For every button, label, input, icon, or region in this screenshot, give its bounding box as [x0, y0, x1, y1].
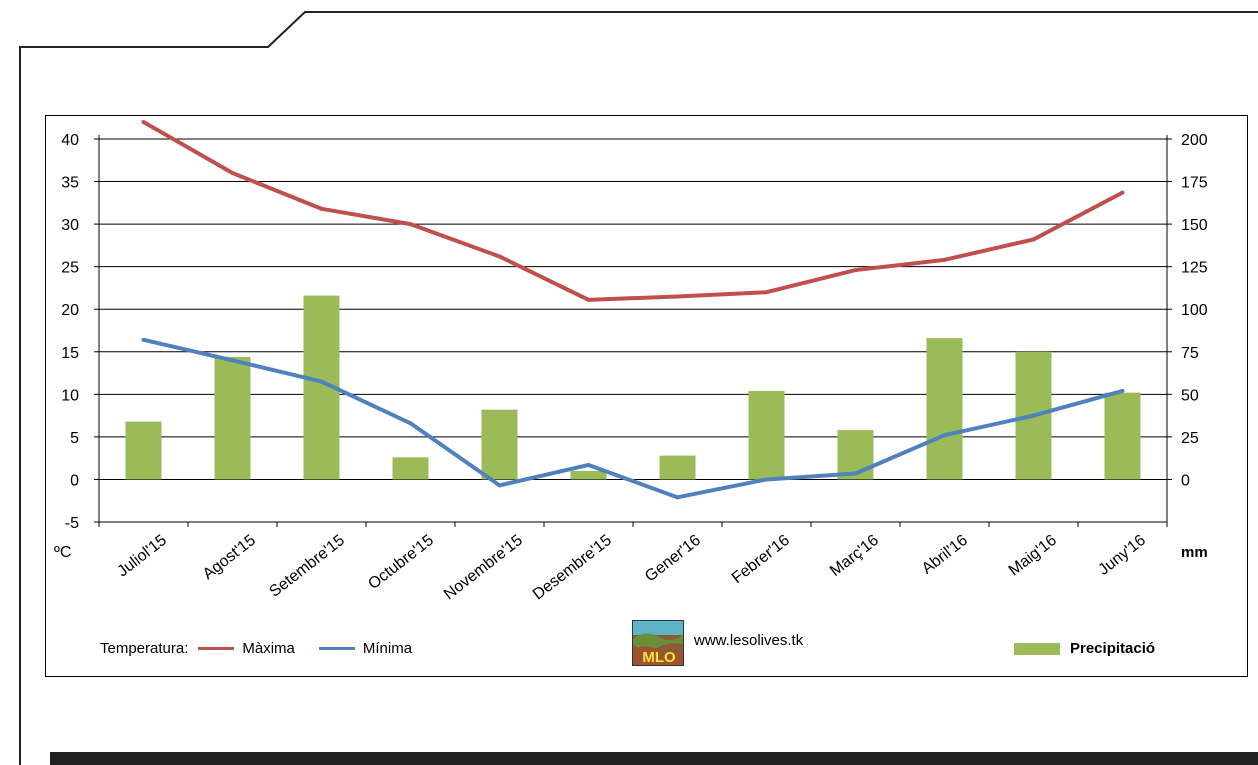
- min-temp-point: [497, 483, 502, 488]
- y-right-tick-label: 100: [1181, 302, 1208, 319]
- legend-min-label: Mínima: [362, 640, 413, 657]
- max-temp-point: [586, 297, 591, 302]
- precip-bar: [748, 390, 785, 480]
- y-right-tick-label: 50: [1181, 387, 1199, 404]
- legend-max-swatch: [198, 647, 235, 650]
- y-right-tick-label: 0: [1181, 472, 1190, 489]
- y-right-tick-label: 75: [1181, 345, 1199, 362]
- max-temp-point: [1120, 190, 1125, 195]
- min-temp-line: [143, 337, 1124, 500]
- x-tick-label: Maig'16: [1006, 532, 1060, 580]
- precip-bar: [1104, 392, 1141, 480]
- x-tick-label: Març'16: [827, 532, 882, 580]
- min-temp-point: [1031, 413, 1036, 418]
- y-left-tick-label: 30: [61, 217, 79, 234]
- x-tick-label: Gener'16: [642, 532, 704, 586]
- legend-max-label: Màxima: [242, 640, 295, 657]
- max-temp-line: [142, 120, 1124, 302]
- x-tick-label: Agost'15: [200, 532, 259, 583]
- x-tick-label: Octubre'15: [365, 532, 437, 593]
- max-temp-point: [141, 119, 146, 124]
- y-left-tick-label: 40: [61, 132, 79, 149]
- y-left-unit-label: ºC: [54, 544, 71, 561]
- max-temp-point: [1031, 237, 1036, 242]
- y-left-tick-label: -5: [65, 515, 79, 532]
- precipitation-legend: Precipitació: [1014, 640, 1155, 657]
- y-left-tick-label: 25: [61, 260, 79, 277]
- y-right-tick-label: 125: [1181, 260, 1208, 277]
- max-temp-point: [319, 206, 324, 211]
- legend-min-swatch: [318, 647, 355, 650]
- min-temp-point: [408, 421, 413, 426]
- precip-bar: [392, 457, 429, 480]
- precip-bar: [214, 356, 251, 480]
- max-temp-point: [942, 257, 947, 262]
- y-left-tick-label: 35: [61, 175, 79, 192]
- y-right-unit-label: mm: [1181, 544, 1208, 561]
- site-credit: MLO www.lesolives.tk: [632, 620, 803, 666]
- y-right-tick-label: 150: [1181, 217, 1208, 234]
- min-temp-point: [1120, 388, 1125, 393]
- chart-container: 40 35 30 25 20 15 10 5 0 -5 200 175 150 125 100 75 50 25 0…: [45, 115, 1248, 677]
- min-temp-point: [764, 477, 769, 482]
- max-temp-point: [764, 290, 769, 295]
- max-temp-point: [497, 254, 502, 259]
- x-tick-label: Desembre'15: [530, 532, 615, 604]
- legend-precip-swatch: [1014, 642, 1060, 655]
- x-tick-label: Febrer'16: [729, 532, 793, 587]
- x-tick-label: Setembre'15: [266, 532, 348, 601]
- min-temp-point: [230, 358, 235, 363]
- min-temp-point: [586, 462, 591, 467]
- y-left-tick-label: 5: [70, 430, 79, 447]
- max-temp-point: [408, 222, 413, 227]
- chart-svg: 4035302520151050-52001751501251007550250…: [54, 119, 1208, 604]
- site-url: www.lesolives.tk: [694, 632, 804, 649]
- precip-bar: [837, 430, 874, 480]
- min-temp-point: [942, 433, 947, 438]
- precip-bar: [570, 470, 607, 480]
- max-temp-point: [675, 294, 680, 299]
- legend-temperature-label: Temperatura:: [100, 640, 189, 657]
- x-tick-label: Novembre'15: [441, 532, 526, 604]
- precip-bar: [481, 409, 518, 480]
- min-temp-point: [319, 379, 324, 384]
- min-temp-point: [675, 495, 680, 500]
- x-tick-label: Juny'16: [1095, 532, 1149, 579]
- legend-precip-label: Precipitació: [1070, 640, 1156, 657]
- min-temp-point: [141, 337, 146, 342]
- footer-bar: [50, 752, 1258, 765]
- y-right-tick-label: 25: [1181, 430, 1199, 447]
- y-right-tick-label: 175: [1181, 175, 1208, 192]
- temperature-legend: Temperatura: Màxima Mínima: [100, 640, 412, 657]
- x-tick-label: Juliol'15: [114, 532, 170, 581]
- precip-bar: [125, 421, 162, 480]
- max-temp-point: [853, 268, 858, 273]
- y-left-tick-label: 15: [61, 345, 79, 362]
- y-left-tick-label: 0: [70, 472, 79, 489]
- logo-text: MLO: [642, 649, 676, 666]
- precip-bar: [659, 455, 696, 480]
- y-right-tick-label: 200: [1181, 132, 1208, 149]
- y-left-tick-label: 10: [61, 387, 79, 404]
- precip-bar: [926, 338, 963, 480]
- y-left-tick-label: 20: [61, 302, 79, 319]
- mlo-logo: MLO: [632, 620, 684, 666]
- min-temp-point: [853, 471, 858, 476]
- x-tick-label: Abril'16: [919, 532, 971, 578]
- max-temp-point: [230, 171, 235, 176]
